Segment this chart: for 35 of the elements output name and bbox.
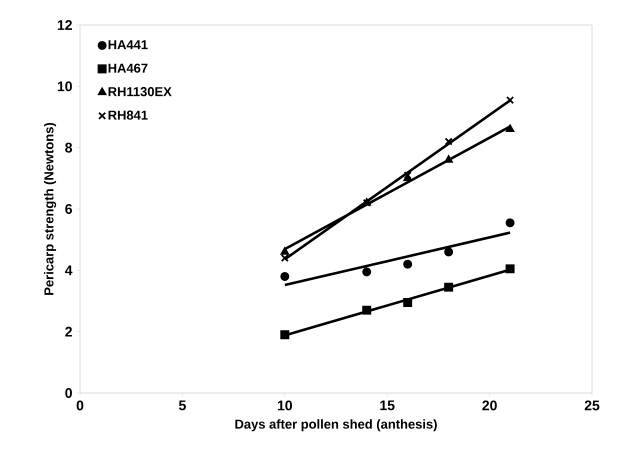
x-tick-label: 0: [76, 400, 84, 410]
point: [444, 138, 453, 146]
point: [362, 267, 372, 276]
point: [403, 260, 412, 269]
point: [280, 330, 290, 340]
y-tick-label: 10: [58, 81, 72, 92]
legend-label: HA467: [108, 64, 148, 73]
y-tick-label: 2: [65, 326, 72, 337]
point: [444, 155, 453, 163]
point: [280, 247, 289, 255]
point: [403, 298, 412, 308]
point: [444, 282, 454, 292]
point: [444, 247, 454, 256]
legend-label: HA441: [108, 40, 148, 50]
x-axis-title: Days after pollen shed (anthesis): [235, 419, 437, 432]
point: [506, 96, 514, 104]
x-tick-label: 10: [278, 400, 292, 410]
y-tick-label: 4: [64, 266, 72, 276]
x-tick-label: 25: [584, 400, 600, 410]
y-tick-label: 6: [65, 204, 72, 214]
legend-label: RH1130EX: [108, 87, 172, 96]
y-tick-label: 8: [65, 142, 72, 153]
point: [506, 218, 515, 228]
x-tick-label: 5: [178, 400, 186, 410]
point: [280, 272, 290, 281]
x-tick-label: 20: [482, 400, 497, 410]
point: [506, 264, 515, 274]
y-tick-label: 12: [58, 20, 72, 30]
y-tick-label: 0: [65, 388, 72, 398]
legend-label: RH841: [108, 110, 148, 120]
y-axis-title: Pericarp strength (Newtons): [44, 122, 56, 295]
x-tick-label: 15: [380, 400, 395, 410]
point: [362, 306, 372, 315]
point: [404, 171, 412, 180]
point: [506, 124, 514, 132]
